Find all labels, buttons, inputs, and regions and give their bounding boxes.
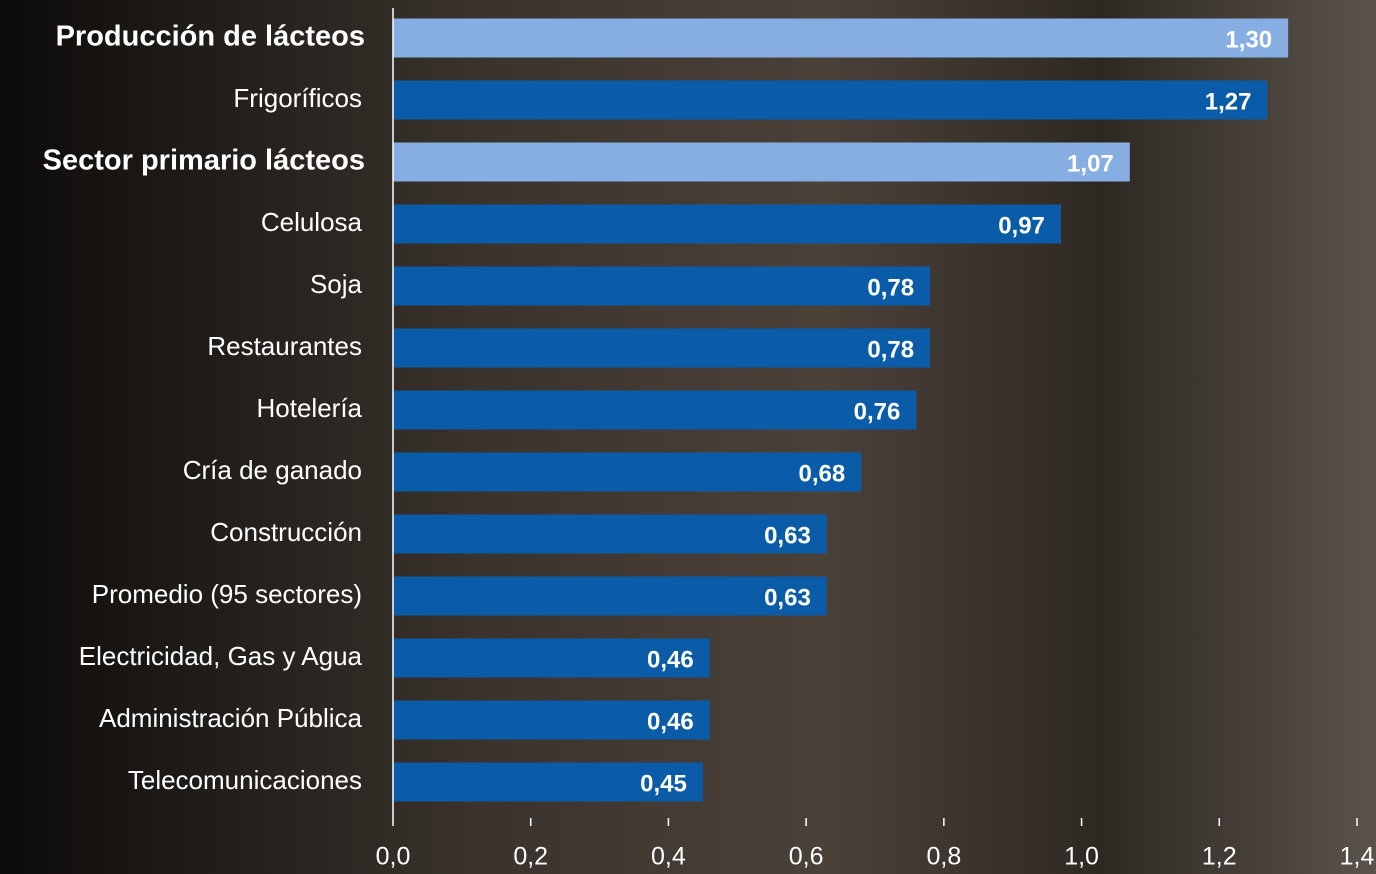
category-label: Frigoríficos bbox=[233, 83, 362, 113]
category-label: Administración Pública bbox=[99, 703, 363, 733]
bar bbox=[393, 329, 930, 368]
x-tick-label: 1,0 bbox=[1064, 843, 1099, 871]
x-tick-label: 0,4 bbox=[651, 843, 686, 871]
value-label: 0,46 bbox=[647, 708, 694, 735]
value-label: 0,78 bbox=[867, 274, 914, 301]
x-tick-label: 0,6 bbox=[789, 843, 824, 871]
x-tick-label: 0,0 bbox=[376, 843, 411, 871]
bar bbox=[393, 267, 930, 306]
category-label: Restaurantes bbox=[207, 331, 362, 361]
bar bbox=[393, 19, 1288, 58]
x-tick-label: 0,2 bbox=[513, 843, 548, 871]
value-label: 0,76 bbox=[854, 398, 901, 425]
category-label: Construcción bbox=[210, 517, 362, 547]
bar bbox=[393, 577, 827, 616]
value-label: 0,63 bbox=[764, 522, 811, 549]
value-label: 0,63 bbox=[764, 584, 811, 611]
category-label: Hotelería bbox=[257, 393, 363, 423]
category-label: Electricidad, Gas y Agua bbox=[79, 641, 363, 671]
value-label: 0,46 bbox=[647, 646, 694, 673]
value-label: 0,68 bbox=[799, 460, 846, 487]
value-label: 0,78 bbox=[867, 336, 914, 363]
category-label: Sector primario lácteos bbox=[43, 145, 365, 177]
value-label: 1,30 bbox=[1225, 26, 1272, 53]
x-tick-label: 1,2 bbox=[1202, 843, 1237, 871]
value-label: 0,97 bbox=[998, 212, 1045, 239]
value-label: 0,45 bbox=[640, 770, 687, 797]
category-label: Producción de lácteos bbox=[56, 21, 365, 53]
bar bbox=[393, 515, 827, 554]
category-label: Promedio (95 sectores) bbox=[92, 579, 362, 609]
bar bbox=[393, 453, 861, 492]
bar bbox=[393, 81, 1267, 120]
value-label: 1,27 bbox=[1205, 88, 1252, 115]
category-label: Cría de ganado bbox=[183, 455, 362, 485]
x-tick-label: 0,8 bbox=[926, 843, 961, 871]
category-label: Telecomunicaciones bbox=[128, 765, 362, 795]
x-tick-label: 1,4 bbox=[1340, 843, 1375, 871]
category-label: Celulosa bbox=[261, 207, 363, 237]
bar bbox=[393, 391, 916, 430]
chart: Producción de lácteos 1,30 Frigoríficos 1,2… bbox=[0, 0, 1376, 874]
bar bbox=[393, 205, 1061, 244]
value-label: 1,07 bbox=[1067, 150, 1114, 177]
category-label: Soja bbox=[310, 269, 363, 299]
background bbox=[0, 0, 1376, 874]
bar bbox=[393, 143, 1130, 182]
